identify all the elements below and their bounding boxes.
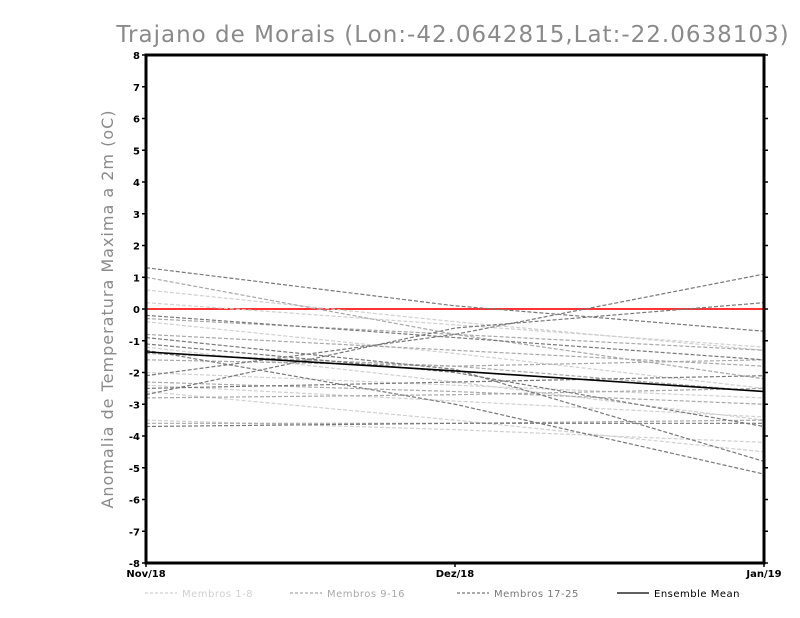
series-line-member-21 [145, 343, 765, 428]
series-line-member-25 [145, 336, 765, 462]
series-line-member-22 [145, 349, 765, 475]
series-line-member-8 [145, 390, 765, 453]
y-tick-label: 6 [133, 115, 140, 126]
y-tick-label: -8 [129, 559, 140, 570]
legend: Membros 1-8 Membros 9-16 Membros 17-25 Ense… [145, 589, 740, 600]
series-line-member-23 [145, 375, 765, 389]
y-tick-label: -3 [129, 400, 140, 411]
series-line-member-20 [145, 314, 765, 361]
series-line-member-24 [145, 422, 764, 428]
x-tick-label: Dez/18 [436, 569, 475, 580]
legend-label: Membros 9-16 [327, 589, 405, 600]
y-tick-label: -5 [129, 464, 140, 475]
series-line-member-5 [145, 371, 765, 399]
legend-label: Membros 17-25 [494, 589, 579, 600]
series-line-member-3 [145, 321, 765, 389]
y-tick-label: -1 [129, 337, 140, 348]
series-line-member-19 [145, 302, 765, 396]
series-line-member-10 [145, 317, 765, 351]
y-tick-label: -7 [129, 527, 140, 538]
series-line-member-13 [145, 381, 765, 405]
y-tick-label: -4 [129, 432, 140, 443]
y-tick-label: 0 [133, 305, 140, 316]
series-line-member-11 [145, 333, 765, 367]
y-tick-label: 2 [133, 242, 140, 253]
y-tick-label: 8 [133, 51, 140, 62]
legend-label: Ensemble Mean [654, 589, 740, 600]
y-tick-label: -2 [129, 369, 140, 380]
series-line-member-6 [145, 384, 765, 418]
y-tick-label: 7 [133, 83, 140, 94]
series-line-member-1 [145, 289, 765, 351]
y-tick-label: 5 [133, 146, 140, 157]
series-line-member-2 [145, 302, 765, 348]
y-tick-label: 1 [133, 273, 140, 284]
legend-label: Membros 1-8 [182, 589, 253, 600]
y-tick-label: 3 [133, 210, 140, 221]
y-tick-label: 4 [133, 178, 140, 189]
series-line-member-14 [145, 387, 765, 399]
plot-area [145, 267, 765, 475]
series-line-member-17 [145, 267, 765, 332]
x-tick-label: Nov/18 [126, 569, 165, 580]
y-tick-label: -6 [129, 496, 140, 507]
series-line-member-18 [145, 273, 765, 377]
y-axis-label: Anomalia de Temperatura Maxima a 2m (oC) [98, 109, 117, 508]
series-line-ensemble-mean [145, 351, 765, 393]
x-tick-label: Jan/19 [745, 569, 781, 580]
chart-title: Trajano de Morais (Lon:-42.0642815,Lat:-… [115, 22, 789, 48]
